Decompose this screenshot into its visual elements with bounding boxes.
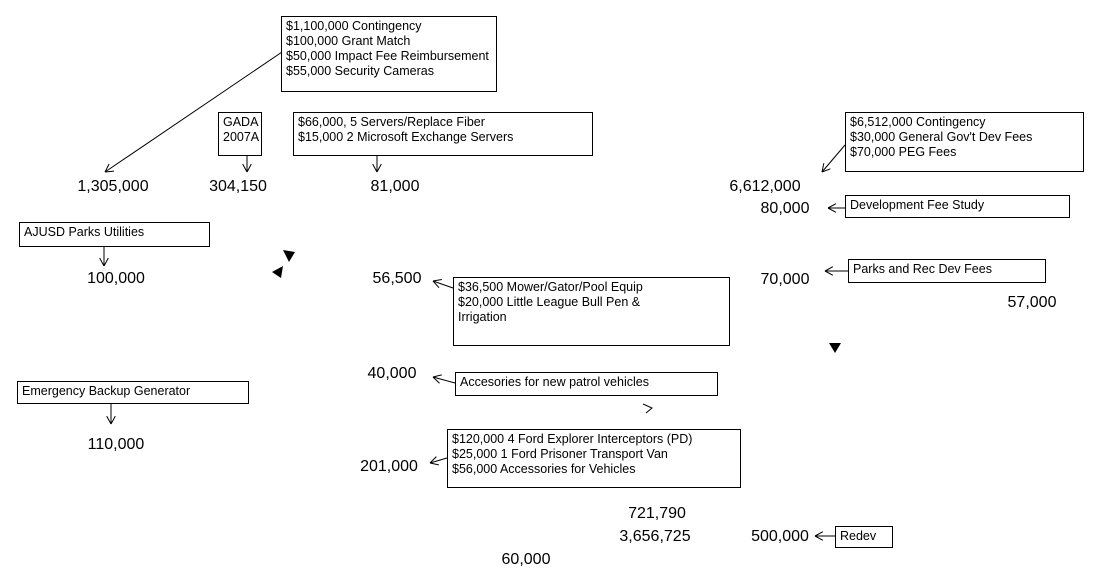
arrow-line bbox=[104, 170, 115, 173]
arrow-line bbox=[246, 163, 252, 173]
note-line: $1,100,000 Contingency bbox=[286, 19, 422, 33]
arrow-line bbox=[103, 257, 109, 267]
note-line: 2007A bbox=[223, 130, 260, 144]
amount: 81,000 bbox=[370, 178, 420, 195]
arrow-line bbox=[432, 280, 454, 289]
arrow-line bbox=[376, 163, 382, 173]
arrow-line bbox=[432, 376, 456, 384]
marker bbox=[272, 266, 283, 278]
arrow-line bbox=[827, 207, 837, 213]
amount: 56,500 bbox=[372, 270, 422, 287]
note-line: $50,000 Impact Fee Reimbursement bbox=[286, 49, 489, 63]
note-line: $66,000, 5 Servers/Replace Fiber bbox=[298, 115, 485, 129]
note-line: Development Fee Study bbox=[850, 198, 985, 212]
note-line: $100,000 Grant Match bbox=[286, 34, 411, 48]
arrow-line bbox=[821, 163, 825, 173]
arrow-line bbox=[827, 203, 837, 209]
amount: 80,000 bbox=[760, 200, 810, 217]
note-line: Parks and Rec Dev Fees bbox=[853, 262, 992, 276]
note-line: $56,000 Accessories for Vehicles bbox=[452, 462, 636, 476]
marker bbox=[829, 343, 841, 353]
arrow-line bbox=[372, 163, 378, 173]
amount: 1,305,000 bbox=[77, 178, 149, 195]
arrow-line bbox=[104, 163, 110, 173]
arrow-line bbox=[110, 415, 116, 425]
arrow-line bbox=[99, 257, 105, 267]
amount: 100,000 bbox=[87, 270, 145, 287]
amount: 110,000 bbox=[87, 436, 145, 453]
amount: 201,000 bbox=[360, 458, 418, 475]
note-line: Irrigation bbox=[458, 310, 507, 324]
note-line: $55,000 Security Cameras bbox=[286, 64, 434, 78]
amount: 500,000 bbox=[751, 528, 809, 545]
amount: 3,656,725 bbox=[619, 528, 691, 545]
note-box: $6,512,000 Contingency $30,000 General Go… bbox=[845, 112, 1084, 172]
note-line: $36,500 Mower/Gator/Pool Equip bbox=[458, 280, 643, 294]
arrow-line bbox=[814, 535, 824, 541]
amount: 40,000 bbox=[367, 365, 417, 382]
note-box: Development Fee Study bbox=[845, 195, 1070, 218]
note-box: Accesories for new patrol vehicles bbox=[455, 372, 718, 396]
note-line: GADA bbox=[223, 115, 259, 129]
arrow-line bbox=[429, 456, 437, 464]
note-box: $120,000 4 Ford Explorer Interceptors (P… bbox=[447, 429, 741, 488]
amount: 60,000 bbox=[501, 551, 551, 568]
arrow-line bbox=[432, 376, 440, 384]
arrow-line bbox=[821, 144, 846, 173]
note-line: $6,512,000 Contingency bbox=[850, 115, 986, 129]
note-line: $15,000 2 Microsoft Exchange Servers bbox=[298, 130, 514, 144]
note-line: $25,000 1 Ford Prisoner Transport Van bbox=[452, 447, 668, 461]
arrow-line bbox=[432, 374, 442, 378]
arrow-line bbox=[429, 462, 439, 466]
note-box: Parks and Rec Dev Fees bbox=[848, 259, 1046, 283]
arrow-line bbox=[432, 280, 440, 289]
note-box: AJUSD Parks Utilities bbox=[19, 222, 210, 247]
note-box: GADA 2007A bbox=[218, 112, 262, 156]
note-line: Redev bbox=[840, 529, 877, 543]
arrow-line bbox=[814, 531, 824, 537]
note-line: $30,000 General Gov't Dev Fees bbox=[850, 130, 1033, 144]
arrow-line bbox=[242, 163, 248, 173]
arrow-line bbox=[104, 49, 286, 173]
arrow-line bbox=[106, 415, 112, 425]
amount: 70,000 bbox=[760, 271, 810, 288]
note-box: Emergency Backup Generator bbox=[17, 381, 249, 404]
note-line: Emergency Backup Generator bbox=[22, 384, 191, 398]
amount: 721,790 bbox=[628, 505, 686, 522]
amount: 6,612,000 bbox=[729, 178, 801, 195]
arrow-line bbox=[432, 279, 442, 282]
note-box: Redev bbox=[835, 526, 893, 548]
note-line: Accesories for new patrol vehicles bbox=[460, 375, 649, 389]
marker bbox=[642, 403, 653, 414]
note-line: $120,000 4 Ford Explorer Interceptors (P… bbox=[452, 432, 693, 446]
arrow-line bbox=[429, 457, 448, 464]
note-box: $36,500 Mower/Gator/Pool Equip $20,000 Li… bbox=[453, 277, 730, 346]
arrow-line bbox=[821, 168, 831, 173]
note-box: $66,000, 5 Servers/Replace Fiber $15,000 … bbox=[293, 112, 593, 156]
note-box: $1,100,000 Contingency $100,000 Grant Mat… bbox=[281, 16, 497, 92]
arrow-line bbox=[824, 266, 834, 272]
note-line: $20,000 Little League Bull Pen & bbox=[458, 295, 641, 309]
note-line: AJUSD Parks Utilities bbox=[24, 225, 145, 239]
note-line: $70,000 PEG Fees bbox=[850, 145, 957, 159]
marker bbox=[283, 250, 295, 262]
arrow-line bbox=[824, 270, 834, 276]
amount: 57,000 bbox=[1007, 294, 1057, 311]
amount: 304,150 bbox=[209, 178, 267, 195]
